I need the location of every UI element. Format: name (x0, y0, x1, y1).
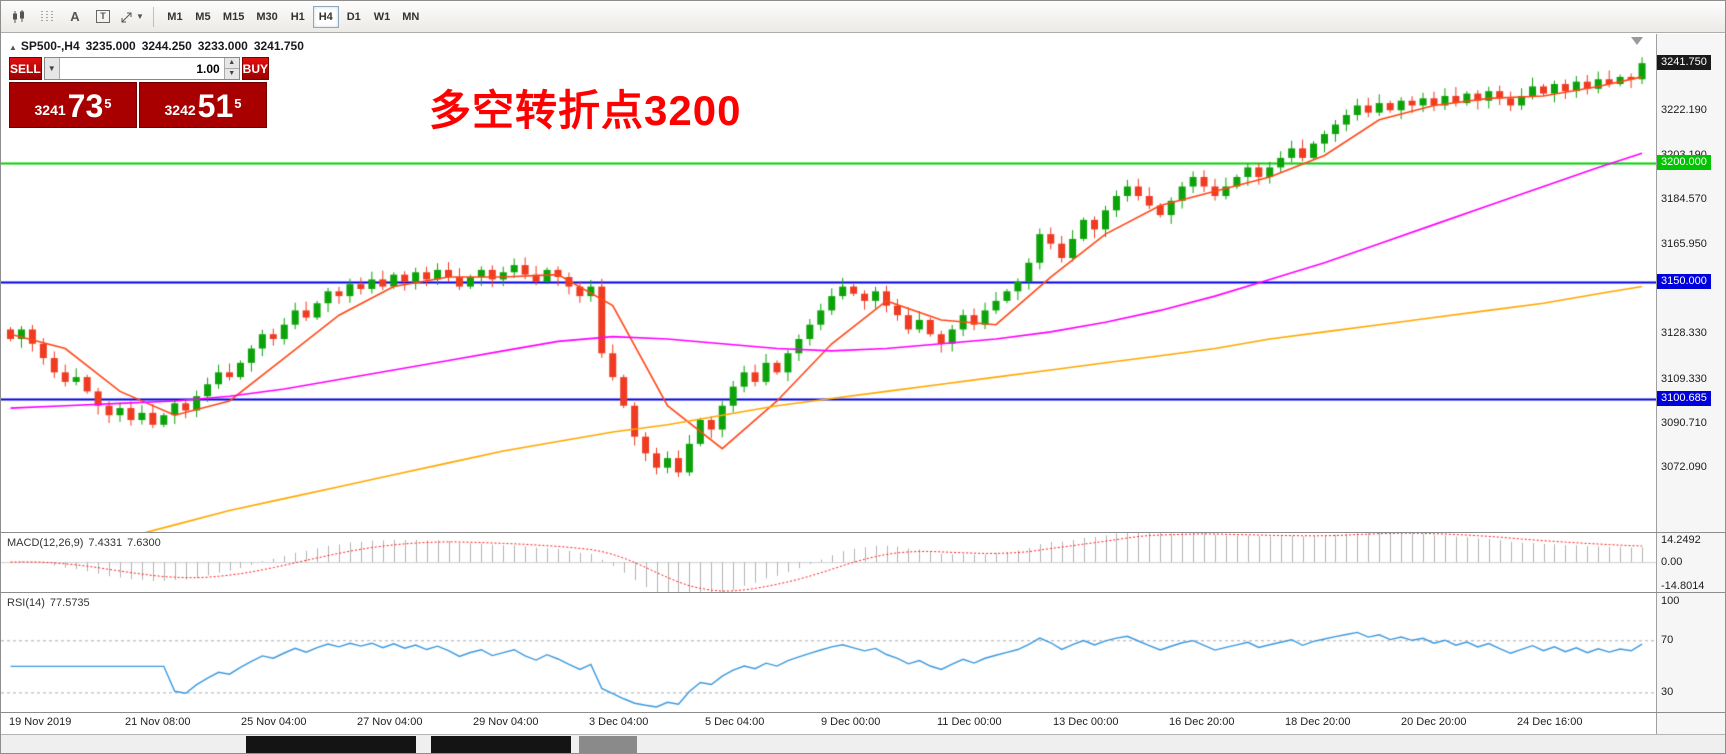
collapse-panel-icon[interactable]: ▲ (9, 43, 17, 52)
time-axis-label: 20 Dec 20:00 (1401, 716, 1467, 728)
buy-price-pips: 51 (197, 88, 234, 124)
price-tick-label: 3184.570 (1661, 193, 1707, 206)
symbol-period-label: SP500-,H4 (20, 39, 80, 53)
price-badge: 3150.000 (1657, 273, 1711, 289)
timeframe-m30-button[interactable]: M30 (251, 6, 282, 28)
scroll-marker-icon[interactable] (1631, 37, 1643, 45)
pane-separator[interactable] (1, 592, 1725, 593)
timeframe-m15-button[interactable]: M15 (218, 6, 249, 28)
spinner-down-icon[interactable]: ▼ (224, 69, 239, 79)
macd-pane-canvas[interactable] (1, 533, 1656, 592)
sell-price-fraction: 5 (104, 96, 112, 111)
volume-input[interactable] (59, 58, 224, 79)
chart-ohlc-header: ▲ SP500-,H4 3235.000 3244.250 3233.000 3241.7… (9, 39, 310, 53)
rsi-axis-label: 30 (1661, 686, 1674, 699)
timeframe-m5-button[interactable]: M5 (190, 6, 216, 28)
rsi-value: 77.5735 (49, 597, 90, 609)
indicator-list-button[interactable] (34, 5, 60, 29)
timeframe-m1-button[interactable]: M1 (162, 6, 188, 28)
macd-axis-label: 14.2492 (1661, 533, 1701, 546)
time-axis[interactable]: 19 Nov 2019 21 Nov 08:00 25 Nov 04:00 27 No… (1, 713, 1656, 733)
buy-price-fraction: 5 (234, 96, 242, 111)
time-axis-label: 25 Nov 04:00 (241, 716, 307, 728)
sell-price-base: 3241 (34, 102, 66, 118)
macd-indicator-label: MACD(12,26,9) (7, 537, 84, 549)
time-axis-label: 3 Dec 04:00 (589, 716, 649, 728)
price-tick-label: 3090.710 (1661, 417, 1707, 430)
time-axis-label: 24 Dec 16:00 (1517, 716, 1583, 728)
time-axis-label: 18 Dec 20:00 (1285, 716, 1351, 728)
insert-text-button[interactable]: A (62, 5, 88, 29)
volume-control: ▼ ▲▼ (43, 57, 240, 80)
timeframe-w1-button[interactable]: W1 (369, 6, 396, 28)
bottom-strip (1, 734, 1725, 753)
sell-button[interactable]: SELL (9, 57, 42, 80)
price-axis[interactable]: 3222.1903203.1903184.5703165.9503128.330… (1656, 34, 1725, 734)
macd-main-value: 7.4331 (88, 537, 123, 549)
price-tick-label: 3222.190 (1661, 103, 1707, 116)
cursor-tool-button[interactable]: ▼ (118, 5, 145, 29)
sell-price-pips: 73 (67, 88, 104, 124)
price-tick-label: 3109.330 (1661, 372, 1707, 385)
time-axis-label: 9 Dec 00:00 (821, 716, 881, 728)
spinner-up-icon[interactable]: ▲ (224, 58, 239, 69)
macd-axis-label: -14.8014 (1661, 579, 1705, 592)
volume-dropdown-icon[interactable]: ▼ (44, 58, 60, 79)
chart-text-annotation[interactable]: 多空转折点3200 (429, 87, 742, 134)
sell-price-box[interactable]: 3241 73 5 (9, 82, 137, 128)
indicator-list-icon (39, 9, 55, 25)
timeframe-h4-button[interactable]: H4 (312, 5, 339, 28)
macd-signal-value: 7.6300 (127, 537, 161, 549)
timeframe-d1-button[interactable]: D1 (341, 6, 367, 28)
macd-axis-label: 0.00 (1661, 556, 1683, 569)
taskbar-segment (579, 736, 637, 753)
textbox-tool-icon: T (96, 10, 110, 23)
buy-button[interactable]: BUY (241, 57, 270, 80)
time-axis-label: 16 Dec 20:00 (1169, 716, 1235, 728)
time-axis-label: 29 Nov 04:00 (473, 716, 539, 728)
taskbar-segment (246, 736, 416, 753)
text-tool-icon: A (70, 9, 80, 24)
low-value: 3233.000 (197, 39, 248, 53)
crosshair-cursor-icon (119, 9, 135, 25)
price-badge: 3100.685 (1657, 391, 1711, 407)
rsi-label-row: RSI(14) 77.5735 (7, 597, 95, 609)
taskbar-segment (431, 736, 571, 753)
rsi-indicator-label: RSI(14) (7, 597, 45, 609)
candlestick-chart-icon (11, 9, 27, 25)
timeframe-h1-button[interactable]: H1 (285, 6, 311, 28)
chevron-down-icon: ▼ (136, 12, 144, 21)
buy-price-box[interactable]: 3242 51 5 (139, 82, 267, 128)
toolbar: A T ▼ M1 M5 M15 M30 H1 H4 D1 W1 MN (1, 1, 1725, 33)
rsi-pane-canvas[interactable] (1, 593, 1656, 712)
price-chart-canvas[interactable] (1, 34, 1656, 532)
high-value: 3244.250 (141, 39, 192, 53)
macd-label-row: MACD(12,26,9) 7.4331 7.6300 (7, 537, 166, 549)
rsi-axis-label: 100 (1661, 595, 1680, 608)
time-axis-label: 21 Nov 08:00 (125, 716, 191, 728)
time-axis-label: 13 Dec 00:00 (1053, 716, 1119, 728)
rsi-axis-label: 70 (1661, 634, 1674, 647)
time-axis-label: 27 Nov 04:00 (357, 716, 423, 728)
price-tick-label: 3165.950 (1661, 237, 1707, 250)
pane-separator (1, 712, 1725, 713)
buy-price-base: 3242 (164, 102, 196, 118)
time-axis-label: 19 Nov 2019 (9, 716, 72, 728)
open-value: 3235.000 (85, 39, 136, 53)
volume-spinner[interactable]: ▲ ▼ (223, 58, 239, 79)
text-label-button[interactable]: T (90, 5, 116, 29)
pane-separator[interactable] (1, 532, 1725, 533)
timeframe-mn-button[interactable]: MN (397, 6, 424, 28)
close-value: 3241.750 (253, 39, 304, 53)
chart-type-button[interactable] (6, 5, 32, 29)
toolbar-separator (152, 6, 154, 27)
price-tick-label: 3128.330 (1661, 327, 1707, 340)
price-tick-label: 3072.090 (1661, 461, 1707, 474)
time-axis-label: 11 Dec 00:00 (937, 716, 1002, 728)
time-axis-label: 5 Dec 04:00 (705, 716, 765, 728)
price-badge: 3200.000 (1657, 154, 1711, 170)
price-badge: 3241.750 (1657, 55, 1711, 71)
